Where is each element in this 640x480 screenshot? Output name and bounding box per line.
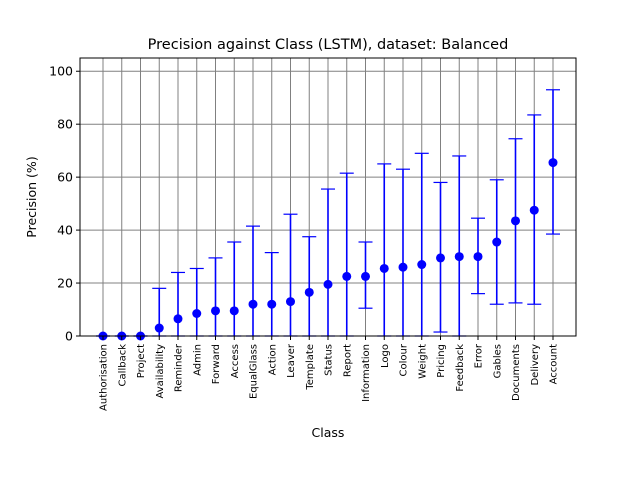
x-tick-label: Leaver (286, 343, 297, 378)
data-point (323, 279, 333, 289)
data-point (286, 297, 295, 307)
x-tick-label: Gables (492, 344, 503, 378)
x-tick-label: Documents (511, 344, 522, 401)
x-tick-label: Callback (117, 344, 128, 387)
x-tick-label: Reminder (174, 343, 185, 392)
data-point (398, 262, 408, 272)
chart-title: Precision against Class (LSTM), dataset:… (148, 37, 509, 53)
data-point (304, 287, 314, 297)
x-tick-label: Colour (399, 343, 410, 376)
x-tick-label: Delivery (530, 344, 541, 386)
x-tick-label: Project (136, 344, 147, 378)
x-tick-label: Feedback (455, 344, 466, 392)
data-point (379, 263, 389, 273)
y-tick-label: 80 (57, 117, 73, 132)
x-tick-label: Pricing (436, 344, 447, 378)
data-point (267, 299, 277, 309)
x-tick-label: Account (549, 344, 560, 384)
data-point (511, 216, 520, 226)
y-tick-label: 0 (65, 329, 73, 344)
x-tick-label: Availability (155, 344, 166, 399)
x-tick-label: Admin (192, 344, 203, 376)
y-axis-label: Precision (%) (24, 156, 39, 237)
x-tick-label: Logo (380, 344, 391, 368)
y-tick-label: 100 (49, 64, 73, 79)
y-tick-label: 60 (57, 170, 73, 185)
x-tick-label: Template (305, 344, 316, 391)
x-tick-label: Action (267, 344, 278, 375)
data-point (454, 252, 464, 262)
data-point (529, 205, 539, 215)
x-tick-label: Error (474, 343, 485, 368)
data-point (492, 237, 502, 247)
y-tick-label: 40 (57, 223, 73, 238)
x-tick-label: Status (324, 344, 335, 376)
x-axis-label: Class (312, 425, 345, 440)
data-point (342, 271, 352, 281)
data-point (436, 253, 445, 263)
x-tick-label: EqualGlass (249, 344, 260, 399)
x-tick-label: Forward (211, 344, 222, 384)
x-tick-label: Information (361, 344, 372, 402)
data-point (173, 314, 183, 324)
data-point (473, 252, 483, 262)
y-axis-ticks: 0 20 40 60 80 100 (49, 64, 80, 344)
data-point (548, 158, 558, 168)
y-tick-label: 20 (57, 276, 73, 291)
data-point (154, 323, 164, 333)
x-tick-label: Report (342, 344, 353, 377)
data-point (229, 306, 239, 316)
data-point (361, 271, 370, 281)
x-tick-label: Access (230, 344, 241, 378)
data-point (192, 308, 202, 318)
x-tick-label: Authorisation (99, 344, 110, 411)
data-point (211, 306, 220, 316)
x-tick-label: Weight (417, 344, 428, 379)
x-axis-ticks: Authorisation Callback Project Availability… (99, 336, 560, 411)
data-point (417, 260, 427, 270)
data-point (248, 299, 258, 309)
